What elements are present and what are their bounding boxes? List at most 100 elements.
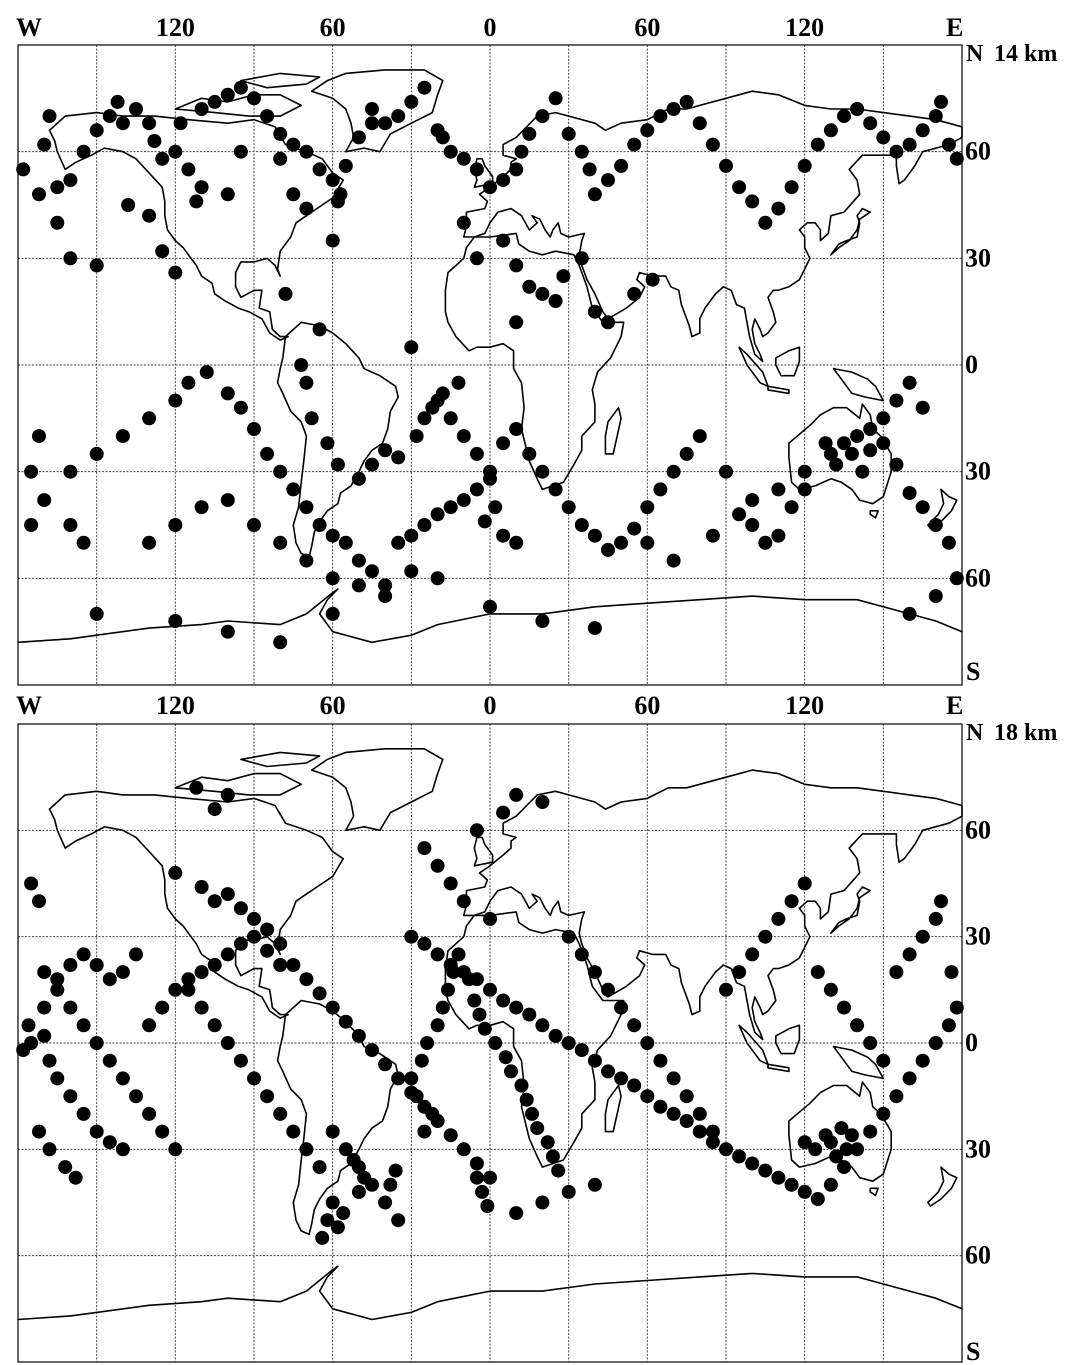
event-point <box>430 947 445 962</box>
coastline <box>310 748 444 832</box>
event-point <box>666 553 681 568</box>
event-point <box>299 144 314 159</box>
event-point <box>76 535 91 550</box>
event-point <box>469 446 484 461</box>
event-point <box>50 1071 65 1086</box>
event-point <box>522 446 537 461</box>
event-point <box>784 894 799 909</box>
event-point <box>705 528 720 543</box>
event-point <box>483 180 497 195</box>
event-point <box>32 1124 46 1139</box>
event-point <box>351 553 366 568</box>
event-point <box>556 269 571 284</box>
event-point <box>76 1106 91 1121</box>
event-point <box>863 443 878 458</box>
event-point <box>587 965 602 980</box>
event-point <box>732 180 747 195</box>
event-point <box>273 1106 288 1121</box>
event-point <box>325 1000 340 1015</box>
event-point <box>233 400 248 415</box>
event-point <box>509 1206 524 1221</box>
event-point <box>417 411 432 426</box>
event-point <box>483 1170 497 1185</box>
event-point <box>498 1050 513 1065</box>
event-point <box>260 446 275 461</box>
event-point <box>181 982 196 997</box>
event-point <box>315 1230 330 1245</box>
event-point <box>535 286 550 301</box>
event-point <box>876 411 891 426</box>
event-point <box>480 1199 495 1213</box>
event-point <box>142 1018 157 1033</box>
event-point <box>876 1053 891 1068</box>
event-point <box>823 1177 838 1192</box>
event-point <box>443 411 458 426</box>
event-point <box>430 858 445 873</box>
event-point <box>365 457 379 472</box>
event-point <box>430 507 445 522</box>
event-point <box>346 1153 361 1167</box>
event-point <box>330 1220 345 1235</box>
event-point <box>587 1053 602 1068</box>
event-point <box>719 982 733 997</box>
map-18km: W 120 60 0 60 120 EN 18 km 60 30 0 30 60 S <box>16 691 1057 1365</box>
event-point <box>325 1195 340 1210</box>
event-point <box>181 375 196 390</box>
event-point <box>351 130 366 145</box>
event-point <box>391 109 406 124</box>
event-point <box>561 929 576 944</box>
event-point <box>477 1021 492 1036</box>
event-point <box>451 375 466 390</box>
event-point <box>417 1124 432 1139</box>
event-point <box>338 158 353 173</box>
event-point <box>115 1142 130 1157</box>
event-point <box>304 411 319 426</box>
latitude-label: 0 <box>965 1028 978 1057</box>
event-point <box>548 1028 563 1043</box>
event-point <box>247 929 261 944</box>
event-point <box>115 429 130 444</box>
altitude-label: 14 km <box>994 41 1057 67</box>
event-point <box>456 894 471 909</box>
event-point <box>472 1007 487 1022</box>
event-point <box>220 1036 235 1050</box>
event-point <box>312 162 327 177</box>
event-point <box>829 457 844 472</box>
event-point <box>325 528 340 543</box>
event-point <box>719 464 733 479</box>
event-point <box>456 151 471 166</box>
event-point <box>63 251 78 266</box>
event-point <box>273 635 288 650</box>
event-point <box>286 1124 301 1139</box>
event-point <box>142 116 157 131</box>
event-point <box>199 365 214 380</box>
coastline <box>276 321 399 558</box>
event-point <box>574 144 589 159</box>
event-point <box>338 1014 353 1029</box>
north-label: N <box>966 41 984 67</box>
coastline <box>775 1024 801 1055</box>
event-point <box>325 233 340 248</box>
event-point <box>456 493 471 508</box>
event-point <box>207 894 222 909</box>
event-point <box>850 1142 865 1157</box>
event-point <box>915 500 930 515</box>
event-point <box>488 500 503 515</box>
event-point <box>338 1142 353 1157</box>
event-point <box>808 1142 823 1157</box>
event-point <box>378 116 393 131</box>
event-point <box>902 137 917 152</box>
event-point <box>129 102 143 116</box>
latitude-label: 60 <box>965 137 991 166</box>
event-point <box>194 102 209 116</box>
event-point <box>535 464 550 479</box>
event-point <box>37 493 52 508</box>
coastline <box>927 1166 958 1207</box>
event-point <box>645 272 660 287</box>
event-point <box>496 993 511 1008</box>
coastline <box>174 94 302 117</box>
event-point <box>273 936 288 951</box>
event-point <box>365 102 379 116</box>
event-point <box>391 450 406 465</box>
event-point <box>522 279 537 294</box>
